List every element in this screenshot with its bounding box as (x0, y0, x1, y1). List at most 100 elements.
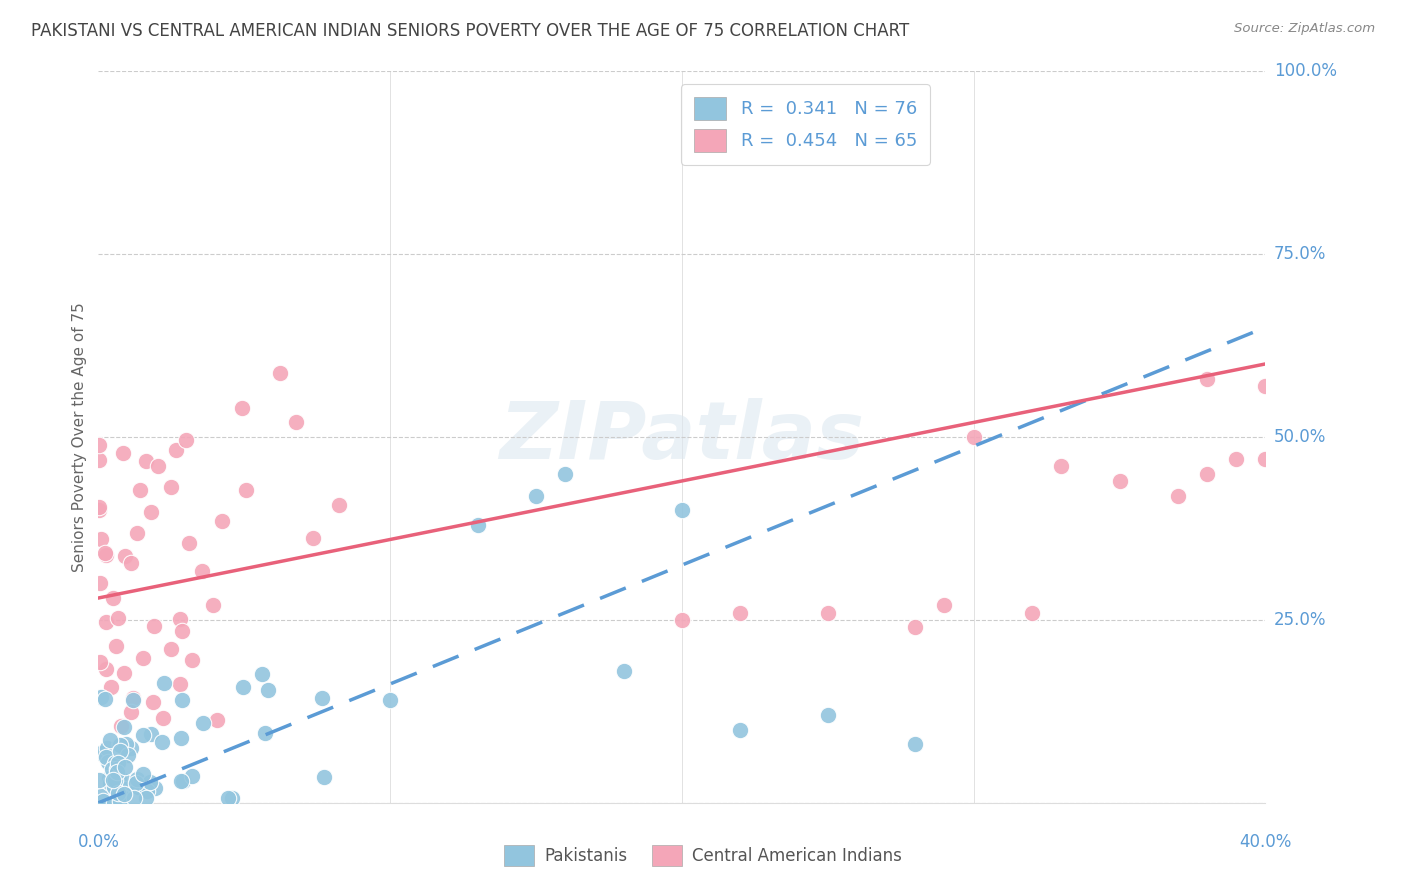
Point (172, 774, 194, 789)
Point (311, 690, 333, 705)
Point (257, 683, 280, 698)
Point (252, 667, 274, 681)
Point (120, 557, 142, 571)
Point (1167, 489, 1189, 503)
Text: 100.0%: 100.0% (1274, 62, 1337, 80)
Point (1108, 474, 1130, 488)
Legend: R =  0.341   N = 76, R =  0.454   N = 65: R = 0.341 N = 76, R = 0.454 N = 65 (681, 84, 929, 165)
Point (89, 500, 111, 514)
Point (112, 720, 135, 734)
Point (120, 740, 142, 755)
Point (211, 514, 233, 528)
Point (143, 619, 166, 633)
Point (1254, 452, 1277, 467)
Point (817, 708, 839, 723)
Point (96, 615, 118, 629)
Point (120, 705, 142, 719)
Point (138, 775, 160, 789)
Point (98, 732, 121, 747)
Point (217, 791, 239, 805)
Point (104, 772, 127, 787)
Point (107, 786, 129, 800)
Point (108, 743, 131, 757)
Point (96, 741, 118, 756)
Point (104, 756, 127, 771)
Text: 0.0%: 0.0% (77, 833, 120, 851)
Point (89, 655, 111, 669)
Point (135, 454, 157, 468)
Point (159, 641, 181, 656)
Point (962, 430, 984, 444)
Point (554, 467, 576, 481)
Point (111, 790, 134, 805)
Point (93, 794, 115, 808)
Text: ZIPatlas: ZIPatlas (499, 398, 865, 476)
Point (111, 446, 134, 460)
Point (165, 443, 187, 458)
Point (89, 773, 111, 788)
Point (107, 756, 129, 771)
Point (128, 483, 150, 497)
Point (467, 517, 489, 532)
Point (169, 676, 191, 690)
Point (114, 549, 136, 563)
Point (110, 793, 132, 807)
Point (103, 780, 125, 794)
Point (122, 693, 145, 707)
Point (817, 606, 839, 620)
Point (110, 738, 132, 752)
Point (89, 575, 111, 590)
Text: 50.0%: 50.0% (1274, 428, 1326, 446)
Point (139, 505, 162, 519)
Point (103, 773, 125, 788)
Point (90, 746, 112, 760)
Point (90, 690, 112, 704)
Text: 75.0%: 75.0% (1274, 245, 1326, 263)
Text: 25.0%: 25.0% (1274, 611, 1326, 629)
Point (169, 773, 191, 788)
Point (87, 452, 110, 467)
Point (142, 695, 165, 709)
Point (111, 773, 134, 788)
Point (671, 503, 693, 517)
Point (150, 734, 173, 748)
Point (104, 782, 127, 797)
Point (254, 725, 277, 739)
Point (127, 780, 149, 795)
Point (100, 680, 122, 694)
Point (136, 784, 159, 798)
Point (284, 415, 307, 429)
Point (1195, 467, 1218, 481)
Point (105, 762, 128, 776)
Point (105, 639, 128, 653)
Point (1254, 379, 1277, 393)
Point (934, 599, 956, 613)
Point (904, 737, 927, 751)
Point (904, 620, 927, 634)
Point (105, 764, 128, 779)
Point (524, 489, 547, 503)
Point (132, 767, 155, 781)
Point (132, 728, 155, 742)
Point (380, 693, 402, 707)
Point (96, 662, 118, 676)
Point (191, 564, 214, 578)
Point (146, 458, 169, 473)
Point (612, 664, 634, 678)
Point (115, 737, 138, 751)
Point (90, 533, 112, 547)
Point (328, 498, 350, 512)
Point (90, 789, 112, 804)
Point (107, 772, 129, 787)
Point (730, 606, 752, 620)
Point (176, 434, 198, 448)
Point (101, 591, 124, 605)
Point (180, 653, 202, 667)
Point (110, 719, 132, 733)
Point (159, 480, 181, 494)
Point (97, 755, 120, 769)
Point (177, 536, 200, 550)
Point (269, 366, 291, 380)
Text: PAKISTANI VS CENTRAL AMERICAN INDIAN SENIORS POVERTY OVER THE AGE OF 75 CORRELAT: PAKISTANI VS CENTRAL AMERICAN INDIAN SEN… (31, 22, 910, 40)
Point (201, 599, 224, 613)
